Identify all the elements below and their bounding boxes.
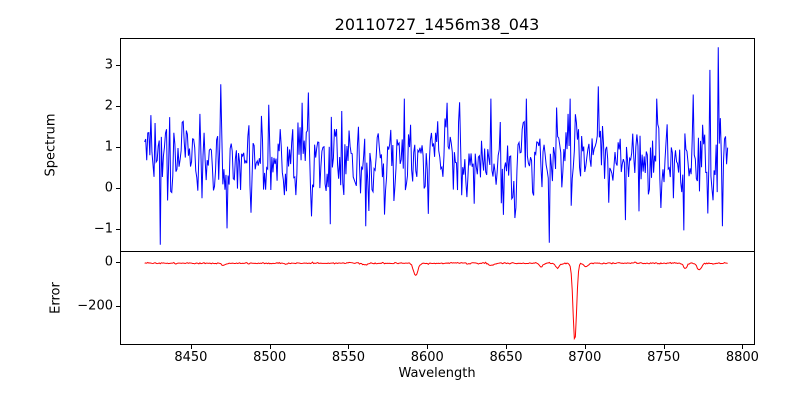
y-tick-mark <box>116 188 120 190</box>
y-tick-mark <box>116 147 120 149</box>
y-tick-label: −1 <box>93 221 113 237</box>
x-tick-mark <box>663 345 665 349</box>
x-tick-label: 8800 <box>725 350 759 365</box>
x-tick-label: 8600 <box>410 350 444 365</box>
x-tick-mark <box>506 345 508 349</box>
x-tick-label: 8450 <box>174 350 208 365</box>
x-tick-mark <box>348 345 350 349</box>
spectrum-axes <box>120 38 755 252</box>
x-tick-label: 8750 <box>647 350 681 365</box>
error-line-path <box>144 261 728 341</box>
spectrum-axis-label: Spectrum <box>43 113 59 177</box>
x-tick-label: 8700 <box>568 350 602 365</box>
y-tick-label: 0 <box>104 180 113 196</box>
x-axis-label: Wavelength <box>398 366 476 381</box>
x-tick-mark <box>427 345 429 349</box>
error-axes <box>120 252 755 345</box>
x-tick-mark <box>190 345 192 349</box>
chart-title: 20110727_1456m38_043 <box>334 15 540 34</box>
y-tick-label: 2 <box>104 98 113 114</box>
y-tick-mark <box>116 261 120 263</box>
x-tick-mark <box>584 345 586 349</box>
y-tick-label: −200 <box>77 298 113 314</box>
x-tick-label: 8550 <box>331 350 366 365</box>
x-tick-mark <box>269 345 271 349</box>
x-tick-label: 8500 <box>253 350 287 365</box>
y-tick-label: 1 <box>104 139 113 155</box>
x-tick-mark <box>742 345 744 349</box>
spectrum-line-path <box>144 47 729 245</box>
y-tick-label: 3 <box>104 57 113 73</box>
error-plot <box>144 261 728 341</box>
y-tick-mark <box>116 306 120 308</box>
y-tick-mark <box>116 105 120 107</box>
spectrum-plot <box>144 47 729 245</box>
x-tick-label: 8650 <box>489 350 523 365</box>
y-tick-label: 0 <box>104 254 113 270</box>
y-tick-mark <box>116 229 120 231</box>
y-tick-mark <box>116 64 120 66</box>
error-axis-label: Error <box>48 282 64 314</box>
